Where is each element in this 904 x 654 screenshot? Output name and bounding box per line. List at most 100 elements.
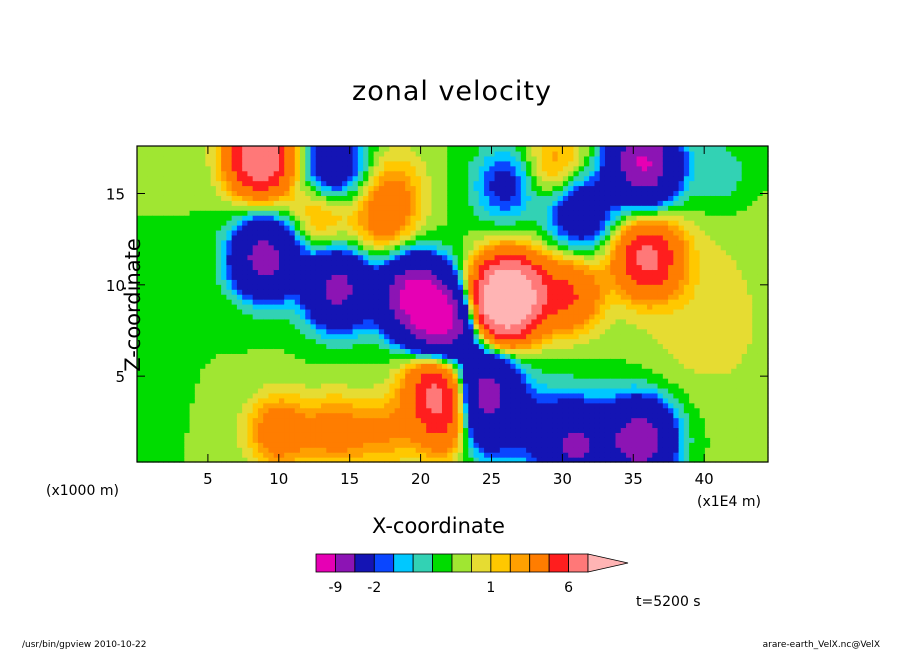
- heatmap-cell: [305, 269, 312, 275]
- heatmap-cell: [399, 437, 406, 443]
- heatmap-cell: [363, 383, 369, 389]
- heatmap-cell: [189, 422, 196, 429]
- heatmap-cell: [389, 328, 396, 335]
- heatmap-cell: [473, 205, 480, 211]
- heatmap-cell: [142, 358, 149, 364]
- heatmap-cell: [273, 422, 280, 429]
- heatmap-cell: [378, 422, 385, 429]
- heatmap-cell: [342, 407, 348, 414]
- heatmap-cell: [478, 229, 485, 236]
- heatmap-cell: [242, 180, 249, 187]
- heatmap-cell: [163, 185, 170, 192]
- heatmap-cell: [384, 412, 390, 419]
- heatmap-cell: [257, 313, 264, 320]
- heatmap-cell: [452, 234, 459, 241]
- heatmap-cell: [326, 353, 333, 359]
- heatmap-cell: [210, 205, 217, 211]
- heatmap-cell: [179, 323, 185, 330]
- heatmap-cell: [142, 407, 149, 414]
- heatmap-cell: [336, 200, 343, 206]
- heatmap-cell: [179, 146, 185, 152]
- heatmap-cell: [215, 304, 222, 310]
- heatmap-cell: [473, 234, 480, 241]
- heatmap-cell: [294, 313, 301, 320]
- heatmap-cell: [158, 392, 164, 399]
- heatmap-cell: [305, 328, 312, 335]
- heatmap-cell: [152, 397, 159, 404]
- heatmap-cell: [147, 234, 154, 241]
- heatmap-cell: [210, 259, 217, 266]
- heatmap-cell: [384, 447, 390, 453]
- heatmap-cell: [300, 417, 306, 424]
- heatmap-cell: [289, 358, 296, 364]
- heatmap-cell: [247, 323, 254, 330]
- heatmap-cell: [420, 373, 427, 379]
- heatmap-cell: [147, 205, 154, 211]
- heatmap-cell: [463, 160, 469, 167]
- heatmap-cell: [326, 333, 333, 340]
- heatmap-cell: [389, 155, 396, 162]
- heatmap-cell: [242, 422, 249, 429]
- heatmap-cell: [515, 383, 522, 389]
- heatmap-cell: [189, 308, 196, 315]
- heatmap-cell: [152, 387, 159, 394]
- heatmap-cell: [441, 160, 448, 167]
- heatmap-cell: [294, 412, 301, 419]
- heatmap-cell: [226, 185, 233, 192]
- heatmap-cell: [510, 358, 517, 364]
- heatmap-cell: [142, 225, 149, 231]
- heatmap-cell: [231, 427, 238, 433]
- heatmap-cell: [405, 165, 412, 172]
- heatmap-cell: [300, 457, 306, 463]
- heatmap-cell: [294, 343, 301, 350]
- heatmap-cell: [426, 269, 433, 275]
- heatmap-cell: [137, 442, 143, 448]
- heatmap-cell: [363, 299, 369, 305]
- heatmap-cell: [452, 373, 459, 379]
- heatmap-cell: [179, 165, 185, 172]
- heatmap-cell: [520, 447, 527, 453]
- heatmap-cell: [152, 437, 159, 443]
- heatmap-cell: [499, 378, 506, 384]
- heatmap-cell: [226, 249, 233, 256]
- heatmap-cell: [179, 368, 185, 374]
- heatmap-cell: [389, 146, 396, 152]
- heatmap-cell: [526, 368, 532, 374]
- heatmap-cell: [489, 437, 496, 443]
- heatmap-cell: [473, 378, 480, 384]
- heatmap-cell: [431, 170, 438, 177]
- heatmap-cell: [142, 299, 149, 305]
- heatmap-cell: [489, 392, 496, 399]
- heatmap-cell: [215, 308, 222, 315]
- heatmap-cell: [468, 373, 475, 379]
- heatmap-cell: [420, 437, 427, 443]
- heatmap-cell: [489, 180, 496, 187]
- heatmap-cell: [205, 412, 212, 419]
- heatmap-cell: [357, 348, 364, 354]
- heatmap-cell: [331, 368, 338, 374]
- heatmap-cell: [494, 378, 501, 384]
- heatmap-cell: [184, 338, 191, 345]
- heatmap-cell: [389, 284, 396, 290]
- heatmap-cell: [158, 348, 164, 354]
- heatmap-cell: [268, 160, 275, 167]
- heatmap-cell: [163, 304, 170, 310]
- heatmap-cell: [394, 299, 401, 305]
- heatmap-cell: [436, 234, 443, 241]
- heatmap-cell: [257, 239, 264, 246]
- heatmap-cell: [405, 348, 412, 354]
- heatmap-cell: [494, 308, 501, 315]
- heatmap-cell: [363, 185, 369, 192]
- heatmap-cell: [468, 447, 475, 453]
- heatmap-cell: [194, 442, 201, 448]
- heatmap-cell: [473, 200, 480, 206]
- heatmap-cell: [447, 308, 454, 315]
- heatmap-cell: [541, 373, 548, 379]
- heatmap-cell: [457, 417, 464, 424]
- heatmap-cell: [205, 274, 212, 280]
- heatmap-cell: [368, 274, 375, 280]
- heatmap-cell: [452, 457, 459, 463]
- heatmap-cell: [468, 299, 475, 305]
- heatmap-cell: [210, 378, 217, 384]
- heatmap-cell: [457, 432, 464, 438]
